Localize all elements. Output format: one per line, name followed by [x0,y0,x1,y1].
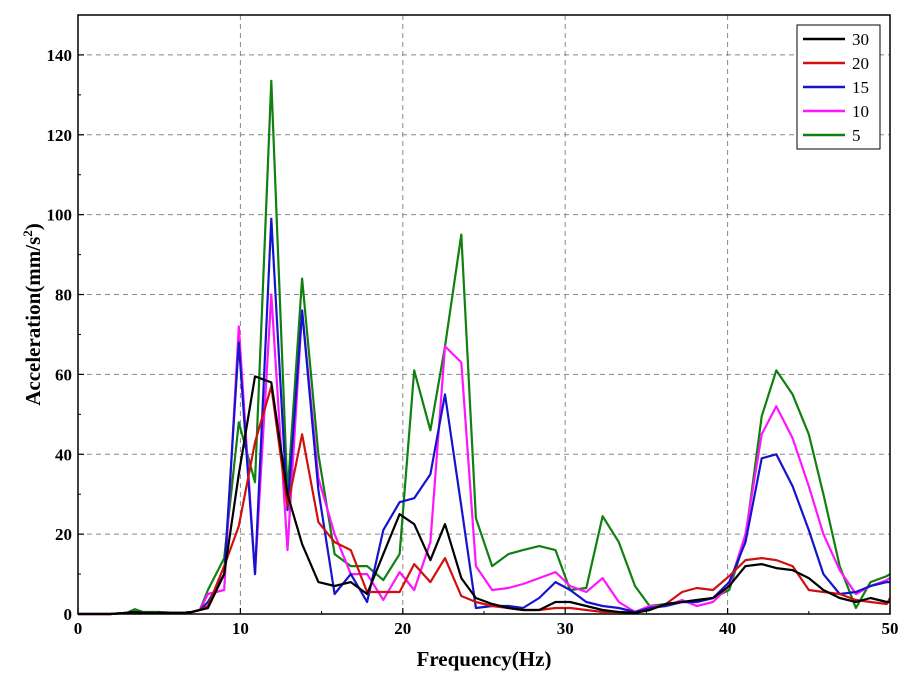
y-tick-label: 40 [55,445,72,464]
x-tick-label: 0 [74,619,83,638]
y-axis-label: Acceleration(mm/s2) [20,223,45,406]
legend-label-30: 30 [852,30,869,49]
legend-label-15: 15 [852,78,869,97]
x-axis-label: Frequency(Hz) [417,647,552,671]
grid-lines [78,15,890,614]
y-tick-label: 80 [55,286,72,305]
x-tick-label: 10 [232,619,249,638]
series-lines [78,79,891,616]
y-tick-label: 20 [55,525,72,544]
y-axis-label-close: ) [21,223,45,230]
y-tick-label: 60 [55,365,72,384]
x-tick-label: 20 [394,619,411,638]
y-axis-label-superscript: 2 [20,230,35,237]
x-tick-label: 30 [557,619,574,638]
legend-label-10: 10 [852,102,869,121]
y-axis-label-main: Acceleration(mm/s [21,237,45,406]
y-tick-label: 0 [64,605,73,624]
x-tick-label: 50 [882,619,899,638]
legend-label-20: 20 [852,54,869,73]
y-tick-label: 140 [47,46,73,65]
legend-label-5: 5 [852,126,861,145]
y-tick-label: 120 [47,126,73,145]
legend: 30 20 15 10 5 [796,24,881,150]
series-line-30 [78,375,890,616]
y-tick-label: 100 [47,206,73,225]
plot-frame [77,14,891,615]
x-tick-label: 40 [719,619,736,638]
series-line-15 [78,217,890,616]
axis-ticks: 0 10 20 30 40 50 0 20 40 60 80 100 120 140 [47,46,899,638]
